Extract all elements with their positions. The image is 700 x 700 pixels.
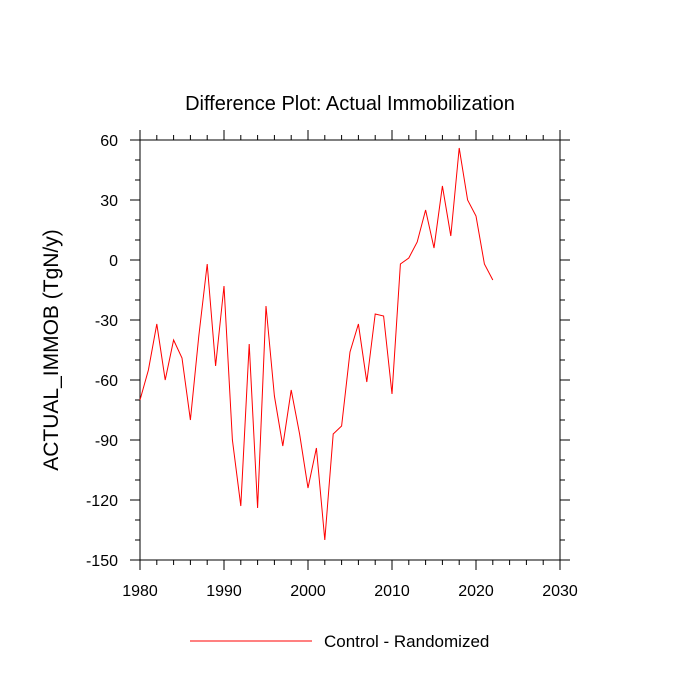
- legend-label-control-randomized: Control - Randomized: [324, 632, 489, 651]
- axis-tick-labels: 1980 1990 2000 2010 2020 2030 60 30 0 -30 -60 -90 -1…: [86, 133, 578, 600]
- series-layer: [139, 147, 494, 541]
- y-tick-label: -150: [86, 553, 118, 570]
- x-tick-label: 1980: [122, 583, 158, 600]
- series-line-control-randomized: [139, 147, 494, 541]
- x-tick-label: 2000: [290, 583, 326, 600]
- y-tick-label: -120: [86, 493, 118, 510]
- y-tick-label: 0: [109, 253, 118, 270]
- plot-frame: [139, 139, 561, 561]
- x-tick-label: 2020: [458, 583, 494, 600]
- x-tick-label: 1990: [206, 583, 242, 600]
- x-tick-label: 2010: [374, 583, 410, 600]
- y-tick-label: -90: [95, 433, 118, 450]
- chart-title: Difference Plot: Actual Immobilization: [185, 93, 515, 115]
- axis-ticks: [130, 130, 570, 570]
- y-tick-label: -30: [95, 313, 118, 330]
- y-tick-label: -60: [95, 373, 118, 390]
- x-tick-label: 2030: [542, 583, 578, 600]
- y-tick-label: 60: [100, 133, 118, 150]
- y-tick-label: 30: [100, 193, 118, 210]
- legend: Control - Randomized: [190, 632, 489, 651]
- y-axis-label: ACTUAL_IMMOB (TgN/y): [40, 229, 63, 471]
